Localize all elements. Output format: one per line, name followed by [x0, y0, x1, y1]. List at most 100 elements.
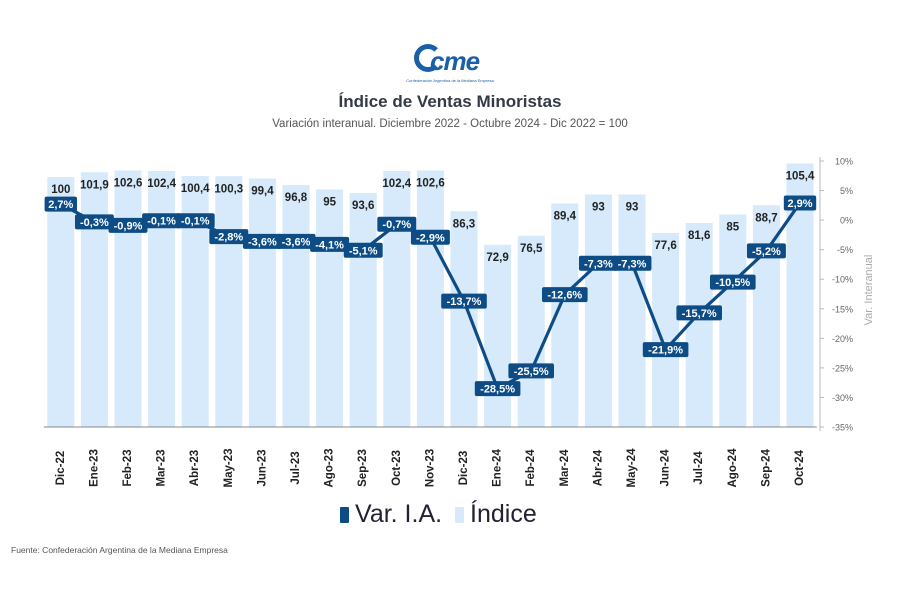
var-ia-point: 2,7%: [44, 196, 77, 212]
point-label-box: [542, 287, 588, 303]
y-right-tick-label: 5%: [840, 186, 853, 196]
x-tick-label: Abr-24: [592, 449, 604, 486]
bar-Jun-24: [652, 233, 680, 427]
point-label-box: [74, 214, 114, 230]
x-tick-label: Ene-23: [88, 449, 100, 487]
var-ia-point: -5,1%: [343, 242, 383, 258]
bar-value-label: 93,6: [352, 200, 374, 212]
bar-value-label: 105,4: [786, 171, 815, 183]
bar-Sep-23: [349, 193, 377, 427]
x-tick-label: Ene-24: [492, 449, 504, 487]
bar-value-label: 89,4: [554, 211, 577, 223]
chart-subtitle: Variación interanual. Diciembre 2022 - O…: [272, 118, 628, 130]
point-value-label: -25,5%: [514, 366, 549, 378]
bar-value-label: 81,6: [688, 230, 710, 242]
point-label-box: [175, 213, 215, 229]
point-value-label: -21,9%: [648, 345, 683, 357]
point-labels-layer: 2,7%-0,3% -0,9% -0,1% -0,1%-2,8% -3,6% -3,6% -…: [44, 195, 817, 397]
point-value-label: -7,3%: [584, 258, 613, 270]
y-right-tick-label: -5%: [837, 245, 853, 255]
point-label-box: [642, 342, 689, 358]
point-value-label: -2,8%: [214, 232, 243, 244]
bar-Dic-22: [47, 177, 75, 427]
point-label-box: [578, 255, 618, 271]
bar-value-label: 102,6: [114, 178, 143, 190]
point-label-box: [676, 305, 722, 321]
var-ia-point: -3,6%: [276, 233, 316, 249]
bar-Abr-24: [584, 194, 612, 427]
bar-value-label: 101,9: [80, 179, 109, 191]
x-tick-label: Sep-24: [760, 449, 772, 487]
bar-Dic-23: [450, 211, 478, 427]
x-tick-label: Mar-23: [156, 449, 168, 486]
point-label-box: [310, 236, 350, 252]
x-tick-label: Abr-23: [189, 450, 201, 486]
var-ia-point: -7,3%: [578, 255, 618, 271]
bar-Ago-24: [719, 214, 747, 427]
bar-value-label: 85: [726, 222, 739, 234]
y-right-axis-label: Var. Interanual: [863, 255, 875, 326]
bar-value-label: 86,3: [453, 218, 475, 230]
x-tick-label: Mar-24: [559, 449, 571, 487]
bar-value-label: 95: [323, 197, 336, 209]
bar-value-label: 100,4: [181, 183, 210, 195]
y-right-tick-label: -10%: [832, 275, 853, 285]
bar-May-23: [215, 176, 243, 427]
point-value-label: -0,7%: [382, 219, 411, 231]
point-label-box: [710, 274, 756, 290]
point-value-label: -5,2%: [752, 246, 781, 258]
bar-Jun-23: [248, 178, 276, 427]
point-label-box: [242, 233, 282, 249]
y-right-tick-label: -15%: [832, 304, 853, 314]
legend-swatch-indice: [455, 506, 465, 523]
point-label-box: [44, 196, 77, 212]
bar-value-label: 93: [592, 202, 605, 214]
x-tick-label: Dic-23: [458, 451, 470, 486]
came-logo: cme Confederación Argentina de la Median…: [406, 42, 494, 88]
point-label-box: [783, 195, 817, 211]
point-value-label: -10,5%: [715, 277, 750, 289]
point-label-box: [410, 229, 450, 245]
x-tick-label: Jul-24: [693, 451, 705, 485]
y-right-tick-label: -25%: [832, 363, 853, 373]
point-value-label: -7,3%: [618, 258, 647, 270]
var-ia-point: -7,3%: [612, 255, 652, 271]
bar-value-label: 100: [51, 184, 70, 196]
bar-value-label: 76,5: [520, 243, 543, 255]
bar-value-label: 102,4: [147, 178, 176, 190]
var-ia-point: -4,1%: [310, 236, 350, 252]
point-value-label: -0,1%: [181, 216, 210, 228]
y-right-tick-label: -20%: [832, 334, 853, 344]
point-label-box: [343, 242, 383, 258]
x-tick-label: Sep-23: [357, 449, 369, 487]
bar-Ago-23: [316, 189, 344, 427]
var-ia-point: -13,7%: [441, 293, 487, 309]
logo-ring-icon: [414, 44, 442, 72]
var-ia-point: -10,5%: [710, 274, 756, 290]
logo-word: cme: [430, 46, 480, 76]
legend-item-var: Var. I.A.: [340, 500, 442, 529]
point-label-box: [474, 381, 521, 397]
point-label-box: [746, 243, 786, 259]
var-ia-point: -0,3%: [74, 214, 114, 230]
var-ia-point: -2,9%: [410, 229, 450, 245]
point-value-label: -2,9%: [416, 232, 445, 244]
point-value-label: -0,9%: [114, 220, 143, 232]
point-value-label: -0,3%: [80, 217, 109, 229]
bar-Mar-23: [148, 171, 176, 427]
point-value-label: -4,1%: [315, 239, 344, 251]
var-ia-point: -2,8%: [209, 229, 249, 245]
point-label-box: [276, 233, 316, 249]
point-value-label: -3,6%: [248, 236, 277, 248]
var-ia-point: -5,2%: [746, 243, 786, 259]
bar-Feb-24: [517, 235, 545, 427]
bar-Nov-23: [416, 170, 444, 427]
point-label-box: [209, 229, 249, 245]
point-value-label: -0,1%: [147, 216, 176, 228]
x-tick-label: May-23: [223, 449, 235, 488]
bar-value-label: 99,4: [251, 186, 274, 198]
var-ia-point: -21,9%: [642, 342, 689, 358]
bar-Ene-23: [80, 172, 108, 427]
bar-value-label: 72,9: [486, 252, 508, 264]
